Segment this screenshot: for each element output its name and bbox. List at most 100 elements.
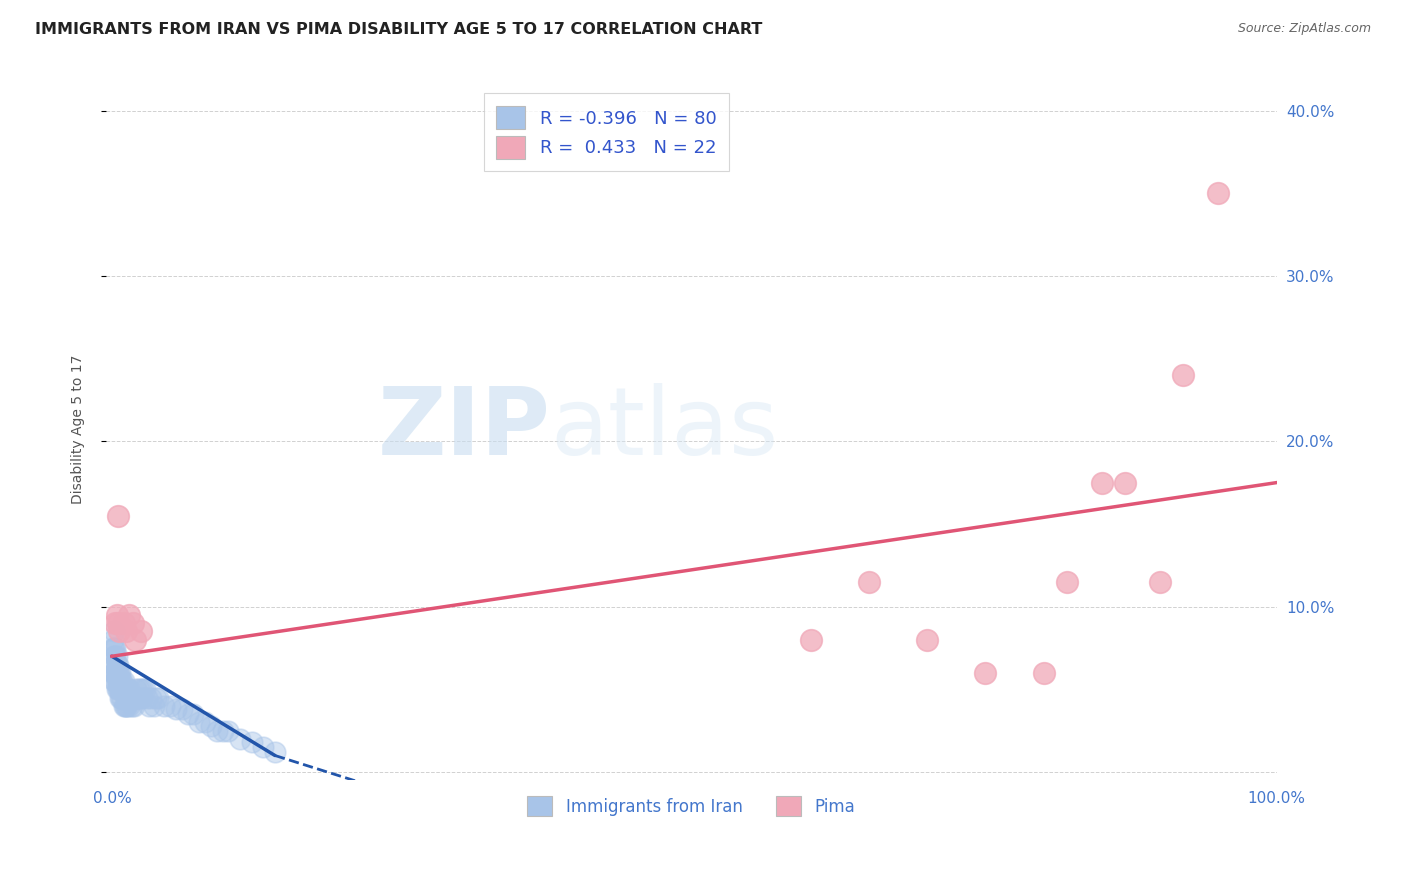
Point	[104, 640, 127, 655]
Text: IMMIGRANTS FROM IRAN VS PIMA DISABILITY AGE 5 TO 17 CORRELATION CHART: IMMIGRANTS FROM IRAN VS PIMA DISABILITY …	[35, 22, 762, 37]
Point	[107, 508, 129, 523]
Point	[132, 682, 155, 697]
Point	[159, 698, 181, 713]
Point	[142, 698, 165, 713]
Point	[1149, 574, 1171, 589]
Point	[170, 702, 193, 716]
Point	[103, 674, 125, 689]
Point	[108, 682, 131, 697]
Point	[122, 698, 145, 713]
Text: Source: ZipAtlas.com: Source: ZipAtlas.com	[1237, 22, 1371, 36]
Point	[104, 665, 127, 680]
Point	[1091, 475, 1114, 490]
Point	[112, 682, 135, 697]
Point	[108, 690, 131, 705]
Point	[124, 632, 146, 647]
Point	[131, 690, 153, 705]
Point	[1114, 475, 1136, 490]
Legend: Immigrants from Iran, Pima: Immigrants from Iran, Pima	[519, 788, 863, 825]
Point	[134, 682, 156, 697]
Point	[104, 674, 127, 689]
Point	[105, 682, 128, 697]
Point	[121, 698, 143, 713]
Point	[108, 682, 131, 697]
Point	[107, 657, 129, 672]
Point	[101, 665, 124, 680]
Point	[111, 690, 134, 705]
Point	[105, 649, 128, 664]
Point	[121, 616, 143, 631]
Point	[107, 682, 129, 697]
Point	[153, 698, 176, 713]
Point	[114, 698, 136, 713]
Point	[112, 616, 135, 631]
Point	[110, 690, 132, 705]
Point	[115, 698, 138, 713]
Point	[165, 702, 187, 716]
Point	[103, 640, 125, 655]
Point	[141, 690, 163, 705]
Point	[118, 682, 141, 697]
Point	[104, 616, 127, 631]
Point	[145, 690, 167, 705]
Point	[127, 690, 149, 705]
Point	[103, 665, 125, 680]
Point	[108, 624, 131, 639]
Point	[105, 674, 128, 689]
Point	[101, 640, 124, 655]
Text: atlas: atlas	[551, 383, 779, 475]
Y-axis label: Disability Age 5 to 17: Disability Age 5 to 17	[72, 354, 86, 504]
Point	[114, 682, 136, 697]
Point	[800, 632, 823, 647]
Point	[112, 674, 135, 689]
Point	[858, 574, 880, 589]
Point	[129, 682, 152, 697]
Point	[107, 616, 129, 631]
Point	[128, 690, 150, 705]
Point	[200, 719, 222, 733]
Point	[103, 649, 125, 664]
Point	[120, 690, 142, 705]
Point	[107, 665, 129, 680]
Point	[111, 674, 134, 689]
Point	[194, 715, 217, 730]
Point	[138, 698, 160, 713]
Point	[1032, 665, 1054, 680]
Point	[1173, 368, 1195, 383]
Point	[103, 624, 125, 639]
Point	[128, 682, 150, 697]
Point	[115, 682, 138, 697]
Point	[103, 657, 125, 672]
Point	[108, 665, 131, 680]
Text: ZIP: ZIP	[378, 383, 551, 475]
Point	[117, 690, 139, 705]
Point	[115, 682, 138, 697]
Point	[252, 740, 274, 755]
Point	[1056, 574, 1078, 589]
Point	[188, 715, 211, 730]
Point	[135, 690, 157, 705]
Point	[118, 698, 141, 713]
Point	[974, 665, 997, 680]
Point	[217, 723, 239, 738]
Point	[101, 632, 124, 647]
Point	[1208, 186, 1230, 201]
Point	[105, 657, 128, 672]
Point	[129, 624, 152, 639]
Point	[108, 674, 131, 689]
Point	[110, 674, 132, 689]
Point	[110, 682, 132, 697]
Point	[107, 674, 129, 689]
Point	[115, 698, 138, 713]
Point	[211, 723, 233, 738]
Point	[183, 707, 205, 722]
Point	[115, 624, 138, 639]
Point	[112, 698, 135, 713]
Point	[121, 690, 143, 705]
Point	[915, 632, 938, 647]
Point	[124, 690, 146, 705]
Point	[105, 607, 128, 622]
Point	[229, 731, 252, 746]
Point	[108, 665, 131, 680]
Point	[148, 690, 170, 705]
